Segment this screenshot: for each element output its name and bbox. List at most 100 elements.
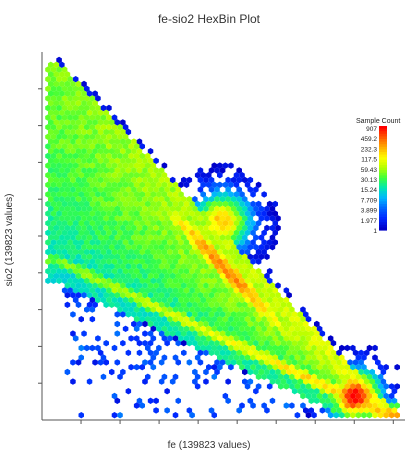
hexbin-cell bbox=[175, 272, 181, 280]
hexbin-cell bbox=[59, 61, 65, 68]
legend-color-segment bbox=[379, 206, 387, 210]
hexbin-cell bbox=[280, 311, 287, 318]
hexbin-cell bbox=[303, 340, 309, 347]
hexbin-cell bbox=[283, 325, 290, 332]
hexbin-cell bbox=[214, 330, 220, 337]
hexbin-cell bbox=[45, 162, 51, 169]
hexbin-cell bbox=[114, 138, 121, 145]
hexbin-cell bbox=[92, 196, 98, 203]
hexbin-cell bbox=[316, 373, 323, 380]
hexbin-cell bbox=[211, 248, 217, 256]
hexbin-cell bbox=[222, 306, 229, 313]
hexbin-cell bbox=[339, 344, 345, 352]
hexbin-cell bbox=[109, 128, 115, 136]
hexbin-cell bbox=[95, 95, 101, 102]
hexbin-cell bbox=[67, 220, 73, 227]
hexbin-cell bbox=[300, 316, 306, 323]
hexbin-cell bbox=[67, 143, 73, 150]
hexbin-cell bbox=[61, 248, 68, 256]
legend-tick-label: 907 bbox=[366, 126, 377, 133]
legend-color-segment bbox=[379, 144, 387, 148]
hexbin-cell bbox=[327, 364, 334, 371]
hexbin-cell bbox=[247, 186, 254, 193]
hexbin-cell bbox=[128, 181, 134, 188]
hexbin-cell bbox=[45, 152, 51, 160]
hexbin-cell bbox=[117, 229, 123, 236]
hexbin-cell bbox=[167, 287, 173, 294]
hexbin-cell bbox=[89, 104, 96, 112]
hexbin-cell bbox=[225, 292, 231, 299]
hexbin-cell bbox=[308, 368, 314, 376]
hexbin-cell bbox=[142, 263, 148, 270]
hexbin-cell bbox=[197, 234, 204, 241]
hexbin-cell bbox=[211, 210, 217, 217]
hexbin-cell bbox=[239, 172, 245, 179]
hexbin-cell bbox=[111, 162, 118, 169]
hexbin-cell bbox=[322, 344, 328, 352]
hexbin-cell bbox=[219, 244, 226, 251]
legend-color-segment bbox=[379, 222, 387, 226]
hexbin-cell bbox=[114, 320, 121, 328]
hexbin-cell bbox=[183, 335, 190, 342]
hexbin-cell bbox=[78, 124, 84, 131]
hexbin-cell bbox=[219, 359, 226, 366]
hexbin-cell bbox=[200, 296, 206, 304]
hexbin-cell bbox=[217, 364, 223, 371]
hexbin-cell bbox=[48, 253, 54, 260]
hexbin-cell bbox=[383, 412, 389, 419]
hexbin-cell bbox=[92, 186, 98, 193]
hexbin-cell bbox=[214, 282, 220, 289]
hexbin-cell bbox=[164, 320, 170, 328]
hexbin-cell bbox=[239, 344, 245, 352]
hexbin-cell bbox=[150, 239, 157, 246]
hexbin-cell bbox=[275, 359, 281, 366]
hexbin-cell bbox=[147, 301, 154, 308]
hexbin-cell bbox=[161, 325, 168, 332]
hexbin-cell bbox=[236, 176, 242, 184]
hexbin-cell bbox=[230, 205, 237, 212]
hexbin-cell bbox=[208, 253, 215, 260]
hexbin-cell bbox=[222, 200, 229, 208]
hexbin-cell bbox=[383, 364, 389, 371]
hexbin-cell bbox=[95, 229, 101, 236]
hexbin-cell bbox=[200, 325, 206, 332]
hexbin-cell bbox=[78, 220, 84, 227]
hexbin-cell bbox=[230, 263, 237, 270]
hexbin-cell bbox=[175, 253, 181, 260]
hexbin-cell bbox=[92, 244, 98, 251]
legend-color-segment bbox=[379, 172, 387, 176]
hexbin-cell bbox=[186, 292, 193, 299]
hexbin-cell bbox=[78, 229, 84, 236]
hexbin-cell bbox=[261, 248, 267, 256]
hexbin-cell bbox=[289, 354, 295, 361]
hexbin-cell bbox=[325, 349, 331, 356]
hexbin-cell bbox=[208, 282, 215, 289]
hexbin-cell bbox=[222, 354, 229, 361]
hexbin-cell bbox=[192, 320, 198, 328]
hexbin-cell bbox=[64, 128, 71, 136]
hexbin-cell bbox=[333, 373, 339, 380]
hexbin-cell bbox=[275, 292, 281, 299]
hexbin-cell bbox=[294, 383, 301, 390]
hexbin-cell bbox=[109, 157, 115, 164]
hexbin-cell bbox=[247, 244, 254, 251]
hexbin-cell bbox=[72, 85, 79, 92]
hexbin-cell bbox=[75, 100, 82, 107]
hexbin-cell bbox=[289, 316, 295, 323]
hexbin-cell bbox=[169, 378, 176, 385]
legend-color-segment bbox=[379, 133, 387, 137]
hexbin-cell bbox=[189, 210, 195, 217]
hexbin-cell bbox=[217, 181, 223, 188]
hexbin-cell bbox=[194, 200, 201, 208]
hexbin-cell bbox=[194, 383, 201, 390]
hexbin-cell bbox=[206, 364, 212, 371]
hexbin-cell bbox=[122, 229, 129, 236]
hexbin-cell bbox=[264, 224, 270, 232]
hexbin-cell bbox=[100, 191, 107, 198]
hexbin-cell bbox=[81, 282, 87, 289]
hexbin-cell bbox=[75, 234, 82, 241]
hexbin-cell bbox=[120, 224, 126, 232]
hexbin-cell bbox=[219, 196, 226, 203]
hexbin-cell bbox=[95, 191, 101, 198]
hexbin-cell bbox=[172, 325, 179, 332]
